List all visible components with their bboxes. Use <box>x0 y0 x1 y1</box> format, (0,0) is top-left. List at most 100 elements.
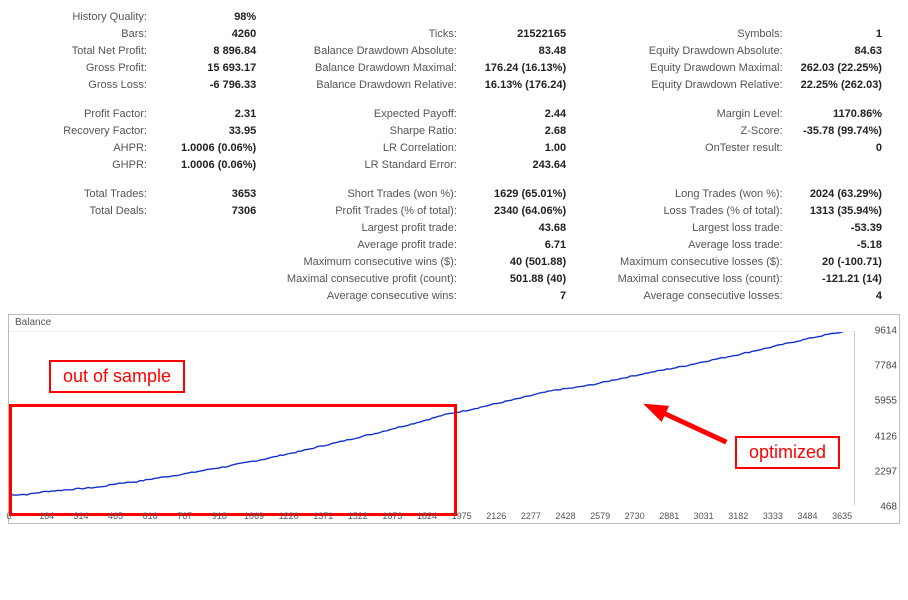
stats-row: History Quality:98% <box>8 8 900 25</box>
stat-label: Gross Loss: <box>8 79 155 91</box>
stat-value: 176.24 (16.13%) <box>465 62 584 74</box>
stat-value: 20 (-100.71) <box>791 256 900 268</box>
stat-value: -121.21 (14) <box>791 273 900 285</box>
y-tick: 468 <box>857 502 897 513</box>
stat-label: Profit Factor: <box>8 108 155 120</box>
stat-value: 2.68 <box>465 125 584 137</box>
stat-value: 501.88 (40) <box>465 273 584 285</box>
stats-row: GHPR:1.0006 (0.06%)LR Standard Error:243… <box>8 156 900 173</box>
x-tick: 2579 <box>590 511 610 521</box>
stat-value: 4260 <box>155 28 274 40</box>
stats-row: Total Net Profit:8 896.84Balance Drawdow… <box>8 42 900 59</box>
stat-label: Sharpe Ratio: <box>274 125 465 137</box>
balance-chart: Balance out of sample optimized 46822974… <box>8 314 900 524</box>
stat-label: Equity Drawdown Maximal: <box>584 62 791 74</box>
x-tick: 164 <box>39 511 54 521</box>
stat-value: 4 <box>791 290 900 302</box>
y-tick: 9614 <box>857 326 897 337</box>
stat-label: Balance Drawdown Absolute: <box>274 45 465 57</box>
stats-row: Maximal consecutive profit (count):501.8… <box>8 270 900 287</box>
y-tick: 2297 <box>857 466 897 477</box>
stat-label: Short Trades (won %): <box>274 188 465 200</box>
stat-label: OnTester result: <box>584 142 791 154</box>
x-tick: 3333 <box>763 511 783 521</box>
stat-value: 243.64 <box>465 159 584 171</box>
x-tick: 1069 <box>244 511 264 521</box>
stat-label: Maximal consecutive profit (count): <box>274 273 465 285</box>
stat-label: Average profit trade: <box>274 239 465 251</box>
stat-value: 2.44 <box>465 108 584 120</box>
stat-value: 33.95 <box>155 125 274 137</box>
stat-value: 21522165 <box>465 28 584 40</box>
stat-value: 22.25% (262.03) <box>791 79 900 91</box>
stat-label: Symbols: <box>584 28 791 40</box>
x-tick: 2881 <box>659 511 679 521</box>
x-tick: 3484 <box>797 511 817 521</box>
y-tick: 7784 <box>857 361 897 372</box>
stat-value: 84.63 <box>791 45 900 57</box>
stat-label: Balance Drawdown Maximal: <box>274 62 465 74</box>
y-tick: 5955 <box>857 396 897 407</box>
stat-label: Largest loss trade: <box>584 222 791 234</box>
stats-row: Bars:4260Ticks:21522165Symbols:1 <box>8 25 900 42</box>
x-tick: 1824 <box>417 511 437 521</box>
stat-label: Margin Level: <box>584 108 791 120</box>
stat-label: Total Trades: <box>8 188 155 200</box>
stat-value: 2.31 <box>155 108 274 120</box>
x-tick: 3182 <box>728 511 748 521</box>
x-tick: 465 <box>108 511 123 521</box>
x-tick: 2277 <box>521 511 541 521</box>
stat-value: 7306 <box>155 205 274 217</box>
stats-row: Profit Factor:2.31Expected Payoff:2.44Ma… <box>8 105 900 122</box>
x-tick: 2126 <box>486 511 506 521</box>
stat-value: 43.68 <box>465 222 584 234</box>
x-tick: 3635 <box>832 511 852 521</box>
stat-value: 3653 <box>155 188 274 200</box>
stat-value: 1629 (65.01%) <box>465 188 584 200</box>
x-tick: 918 <box>212 511 227 521</box>
stat-label: Bars: <box>8 28 155 40</box>
stats-row: Maximum consecutive wins ($):40 (501.88)… <box>8 253 900 270</box>
stat-label: Average loss trade: <box>584 239 791 251</box>
stat-label: Balance Drawdown Relative: <box>274 79 465 91</box>
stat-label: Equity Drawdown Absolute: <box>584 45 791 57</box>
stat-value: 1.00 <box>465 142 584 154</box>
stat-label: Profit Trades (% of total): <box>274 205 465 217</box>
x-tick: 1371 <box>313 511 333 521</box>
x-tick: 1522 <box>348 511 368 521</box>
stats-row: AHPR:1.0006 (0.06%)LR Correlation:1.00On… <box>8 139 900 156</box>
stat-label: Largest profit trade: <box>274 222 465 234</box>
stat-label: Average consecutive wins: <box>274 290 465 302</box>
stat-value: 1.0006 (0.06%) <box>155 159 274 171</box>
stat-value: 16.13% (176.24) <box>465 79 584 91</box>
stats-row: Gross Loss:-6 796.33Balance Drawdown Rel… <box>8 76 900 93</box>
stat-value: 262.03 (22.25%) <box>791 62 900 74</box>
stat-label: Total Deals: <box>8 205 155 217</box>
stats-table: History Quality:98%Bars:4260Ticks:215221… <box>8 8 900 304</box>
stat-label: Long Trades (won %): <box>584 188 791 200</box>
x-tick: 0 <box>6 511 11 521</box>
chart-plot-area: out of sample optimized <box>9 331 855 505</box>
stat-value: 15 693.17 <box>155 62 274 74</box>
stat-label: LR Correlation: <box>274 142 465 154</box>
stat-value: 7 <box>465 290 584 302</box>
stat-label: Maximal consecutive loss (count): <box>584 273 791 285</box>
stats-row: Average profit trade:6.71Average loss tr… <box>8 236 900 253</box>
stat-value: -6 796.33 <box>155 79 274 91</box>
stat-label: Recovery Factor: <box>8 125 155 137</box>
x-tick: 1220 <box>279 511 299 521</box>
stat-label: Ticks: <box>274 28 465 40</box>
stat-value: 1313 (35.94%) <box>791 205 900 217</box>
stat-label: AHPR: <box>8 142 155 154</box>
stat-label: Z-Score: <box>584 125 791 137</box>
stats-row: Gross Profit:15 693.17Balance Drawdown M… <box>8 59 900 76</box>
x-tick: 1673 <box>382 511 402 521</box>
stat-value: 1170.86% <box>791 108 900 120</box>
stat-label: Expected Payoff: <box>274 108 465 120</box>
x-tick: 1975 <box>452 511 472 521</box>
x-tick: 616 <box>143 511 158 521</box>
stat-value: 40 (501.88) <box>465 256 584 268</box>
stat-label: Loss Trades (% of total): <box>584 205 791 217</box>
stat-label: Equity Drawdown Relative: <box>584 79 791 91</box>
x-tick: 314 <box>73 511 88 521</box>
